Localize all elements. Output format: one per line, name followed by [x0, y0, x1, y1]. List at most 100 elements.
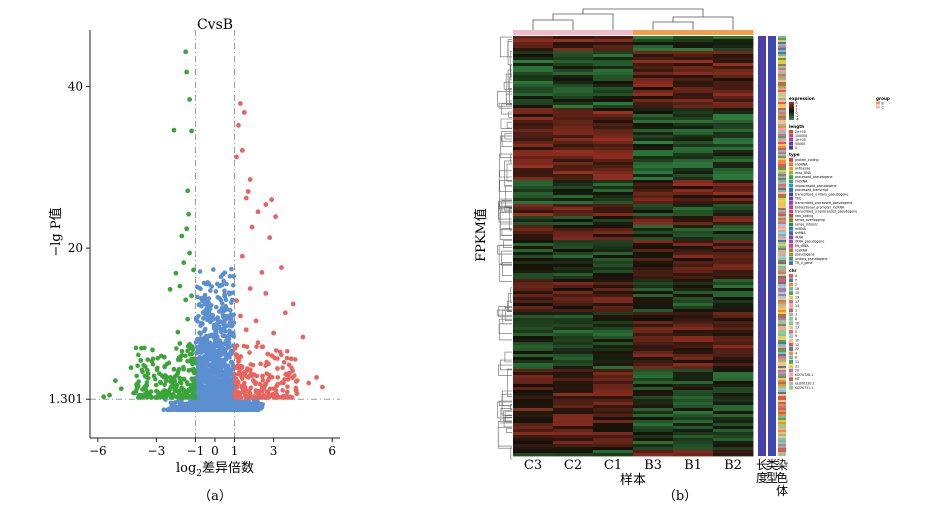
legend-length-swatch	[789, 134, 793, 138]
heatmap-cell	[593, 36, 634, 40]
heatmap-cell	[593, 330, 634, 334]
heatmap-cell	[713, 258, 754, 262]
chr-stripe	[778, 244, 786, 246]
legend-group-label: C	[882, 105, 885, 109]
heatmap-cell	[513, 135, 554, 139]
legend-chr-label: 1	[795, 308, 797, 312]
heatmap-cell	[553, 138, 594, 142]
heatmap-cell	[593, 159, 634, 163]
row-dendrogram-branch	[507, 41, 512, 58]
heatmap-cell	[673, 426, 714, 430]
legend-chr-label: 3	[795, 313, 797, 317]
up-point	[234, 379, 240, 385]
heatmap-cell	[513, 42, 554, 46]
down-point	[163, 374, 169, 379]
heatmap-cell	[673, 90, 714, 94]
heatmap-cell	[513, 426, 554, 430]
chr-stripe	[778, 258, 786, 260]
heatmap-cell	[553, 453, 594, 457]
chr-stripe	[778, 418, 786, 420]
nonsig-point	[229, 300, 234, 305]
chr-stripe	[778, 396, 786, 398]
heatmap-cell	[633, 102, 674, 106]
volcano-title: CvsB	[197, 17, 233, 33]
heatmap-cell	[673, 243, 714, 247]
down-point	[167, 286, 173, 292]
chr-stripe	[778, 174, 786, 176]
heatmap-cell	[713, 114, 754, 118]
chr-stripe	[778, 72, 786, 74]
heatmap-cell	[673, 102, 714, 106]
heatmap-cell	[713, 69, 754, 73]
heatmap-cell	[633, 135, 674, 139]
heatmap-cell	[713, 96, 754, 100]
heatmap-cell	[593, 315, 634, 319]
heatmap-cell	[593, 339, 634, 343]
chr-stripe	[778, 436, 786, 438]
heatmap-cell	[633, 228, 674, 232]
heatmap-cell	[713, 150, 754, 154]
heatmap-cell	[713, 60, 754, 64]
heatmap-cell	[553, 336, 594, 340]
heatmap-cell	[553, 408, 594, 412]
heatmap-cell	[633, 51, 674, 55]
heatmap-cell	[673, 318, 714, 322]
nonsig-point	[194, 344, 200, 350]
down-point	[135, 363, 140, 369]
legend-type-swatch	[789, 158, 793, 162]
heatmap-cell	[553, 207, 594, 211]
legend-type-label: transcribed_processed_pseudogene	[795, 201, 852, 205]
legend-chr-swatch	[789, 364, 793, 369]
heatmap-cell	[593, 264, 634, 268]
row-dendrogram-branch	[506, 163, 512, 182]
heatmap-cell	[673, 255, 714, 259]
up-point	[269, 197, 275, 203]
legend-chr-label: 6	[795, 356, 797, 360]
heatmap-cell	[593, 420, 634, 424]
up-point	[254, 344, 259, 350]
nonsig-point	[220, 271, 226, 277]
chr-stripe	[778, 380, 786, 382]
down-point	[189, 128, 194, 134]
heatmap-cell	[513, 129, 554, 133]
down-point	[133, 345, 139, 351]
heatmap-cell	[673, 390, 714, 394]
legend-type-label: miRNA	[795, 227, 807, 231]
down-point	[136, 352, 141, 358]
chr-stripe	[778, 220, 786, 222]
heatmap-cell	[513, 384, 554, 388]
heatmap-cell	[513, 423, 554, 427]
up-point	[290, 301, 296, 307]
legend-chr-swatch	[789, 351, 793, 356]
heatmap-cell	[553, 192, 594, 196]
heatmap-cell	[593, 102, 634, 106]
heatmap-cell	[633, 390, 674, 394]
down-point	[144, 374, 149, 380]
heatmap-cell	[553, 300, 594, 304]
heatmap-cell	[593, 360, 634, 364]
heatmap-cell	[593, 282, 634, 286]
nonsig-point	[205, 280, 210, 285]
up-point	[259, 269, 265, 275]
heatmap-cell	[673, 297, 714, 301]
chr-stripe	[778, 42, 786, 44]
heatmap-cell	[673, 288, 714, 292]
heatmap-cell	[553, 219, 594, 223]
legend-type-label: sense_intronic	[795, 223, 818, 227]
heatmap-cell	[673, 216, 714, 220]
heatmap-cell	[713, 72, 754, 76]
heatmap-cell	[673, 75, 714, 79]
heatmap-cell	[553, 348, 594, 352]
heatmap-cell	[633, 291, 674, 295]
chr-stripe	[778, 388, 786, 390]
chr-stripe	[778, 150, 786, 152]
heatmap-cell	[633, 48, 674, 52]
row-dendrogram-branch	[509, 208, 512, 231]
up-point	[281, 359, 287, 365]
heatmap-cell	[553, 318, 594, 322]
heatmap-cell	[513, 216, 554, 220]
chr-stripe	[778, 160, 786, 162]
down-point	[112, 378, 118, 384]
heatmap-cell	[593, 291, 634, 295]
